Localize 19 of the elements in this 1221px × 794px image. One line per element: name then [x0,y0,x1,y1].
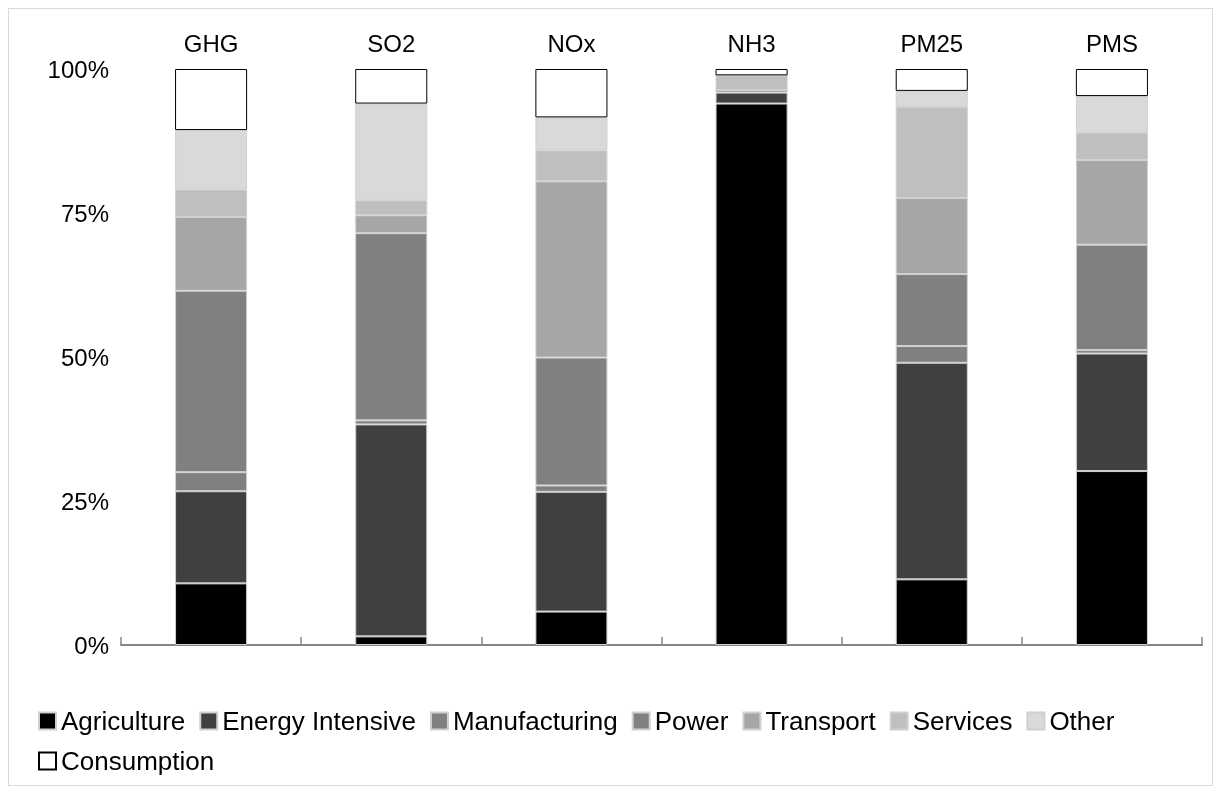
legend-label: Power [654,706,729,736]
legend-label: Transport [765,706,877,736]
x-tick-label: PMS [1085,29,1138,57]
legend-label: Services [912,706,1013,736]
legend-label: Energy Intensive [222,706,416,736]
y-tick-label: 25% [60,487,109,515]
y-tick-label: 75% [60,199,109,227]
y-tick-label: 50% [60,343,109,371]
legend-label: Other [1049,706,1115,736]
legend-label: Consumption [61,746,215,776]
y-tick-label: 100% [47,55,109,83]
x-tick-label: SO2 [367,29,416,57]
legend-label: Manufacturing [452,706,618,736]
legend-label: Agriculture [61,706,186,736]
y-tick-label: 0% [74,631,109,659]
x-tick-label: PM25 [900,29,964,57]
x-tick-label: NH3 [727,29,776,57]
x-tick-label: NOx [547,29,596,57]
x-tick-label: GHG [183,29,239,57]
